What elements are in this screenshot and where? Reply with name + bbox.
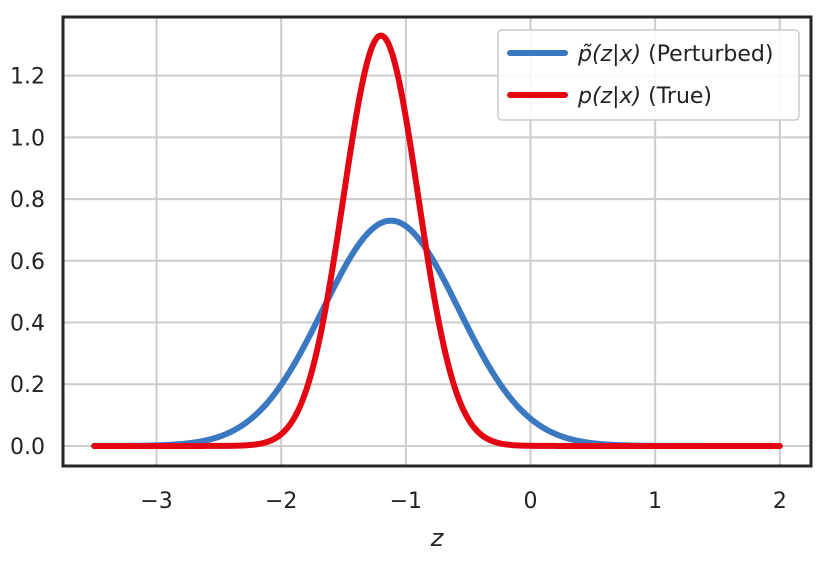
legend-label: p̃(z|x) (Perturbed) — [577, 42, 773, 67]
y-tick-label: 0.6 — [10, 250, 45, 275]
y-tick-label: 0.8 — [10, 188, 45, 213]
x-tick-label: −1 — [390, 489, 422, 514]
series-line-perturbed — [91, 217, 783, 449]
y-tick-label: 0.4 — [10, 312, 45, 337]
x-tick-label: −3 — [140, 489, 172, 514]
x-tick-label: −2 — [265, 489, 297, 514]
plot-frame — [61, 15, 813, 468]
tick-labels: −3 −2 −1 0 1 2 0.0 0.2 0.4 0.6 0.8 1.0 1.2 — [10, 65, 787, 514]
x-axis-label: z — [430, 524, 445, 552]
legend: p̃(z|x) (Perturbed) p(z|x) (True) — [497, 29, 800, 121]
legend-label: p(z|x) (True) — [577, 84, 712, 109]
y-tick-label: 0.2 — [10, 373, 45, 398]
y-tick-label: 0.0 — [10, 435, 45, 460]
y-tick-label: 1.0 — [10, 126, 45, 151]
y-tick-label: 1.2 — [10, 65, 45, 90]
x-tick-label: 2 — [773, 489, 787, 514]
series-line-true — [91, 32, 783, 449]
legend-box — [497, 29, 800, 121]
series-layer — [91, 32, 783, 449]
x-tick-label: 1 — [648, 489, 662, 514]
x-tick-label: 0 — [524, 489, 538, 514]
